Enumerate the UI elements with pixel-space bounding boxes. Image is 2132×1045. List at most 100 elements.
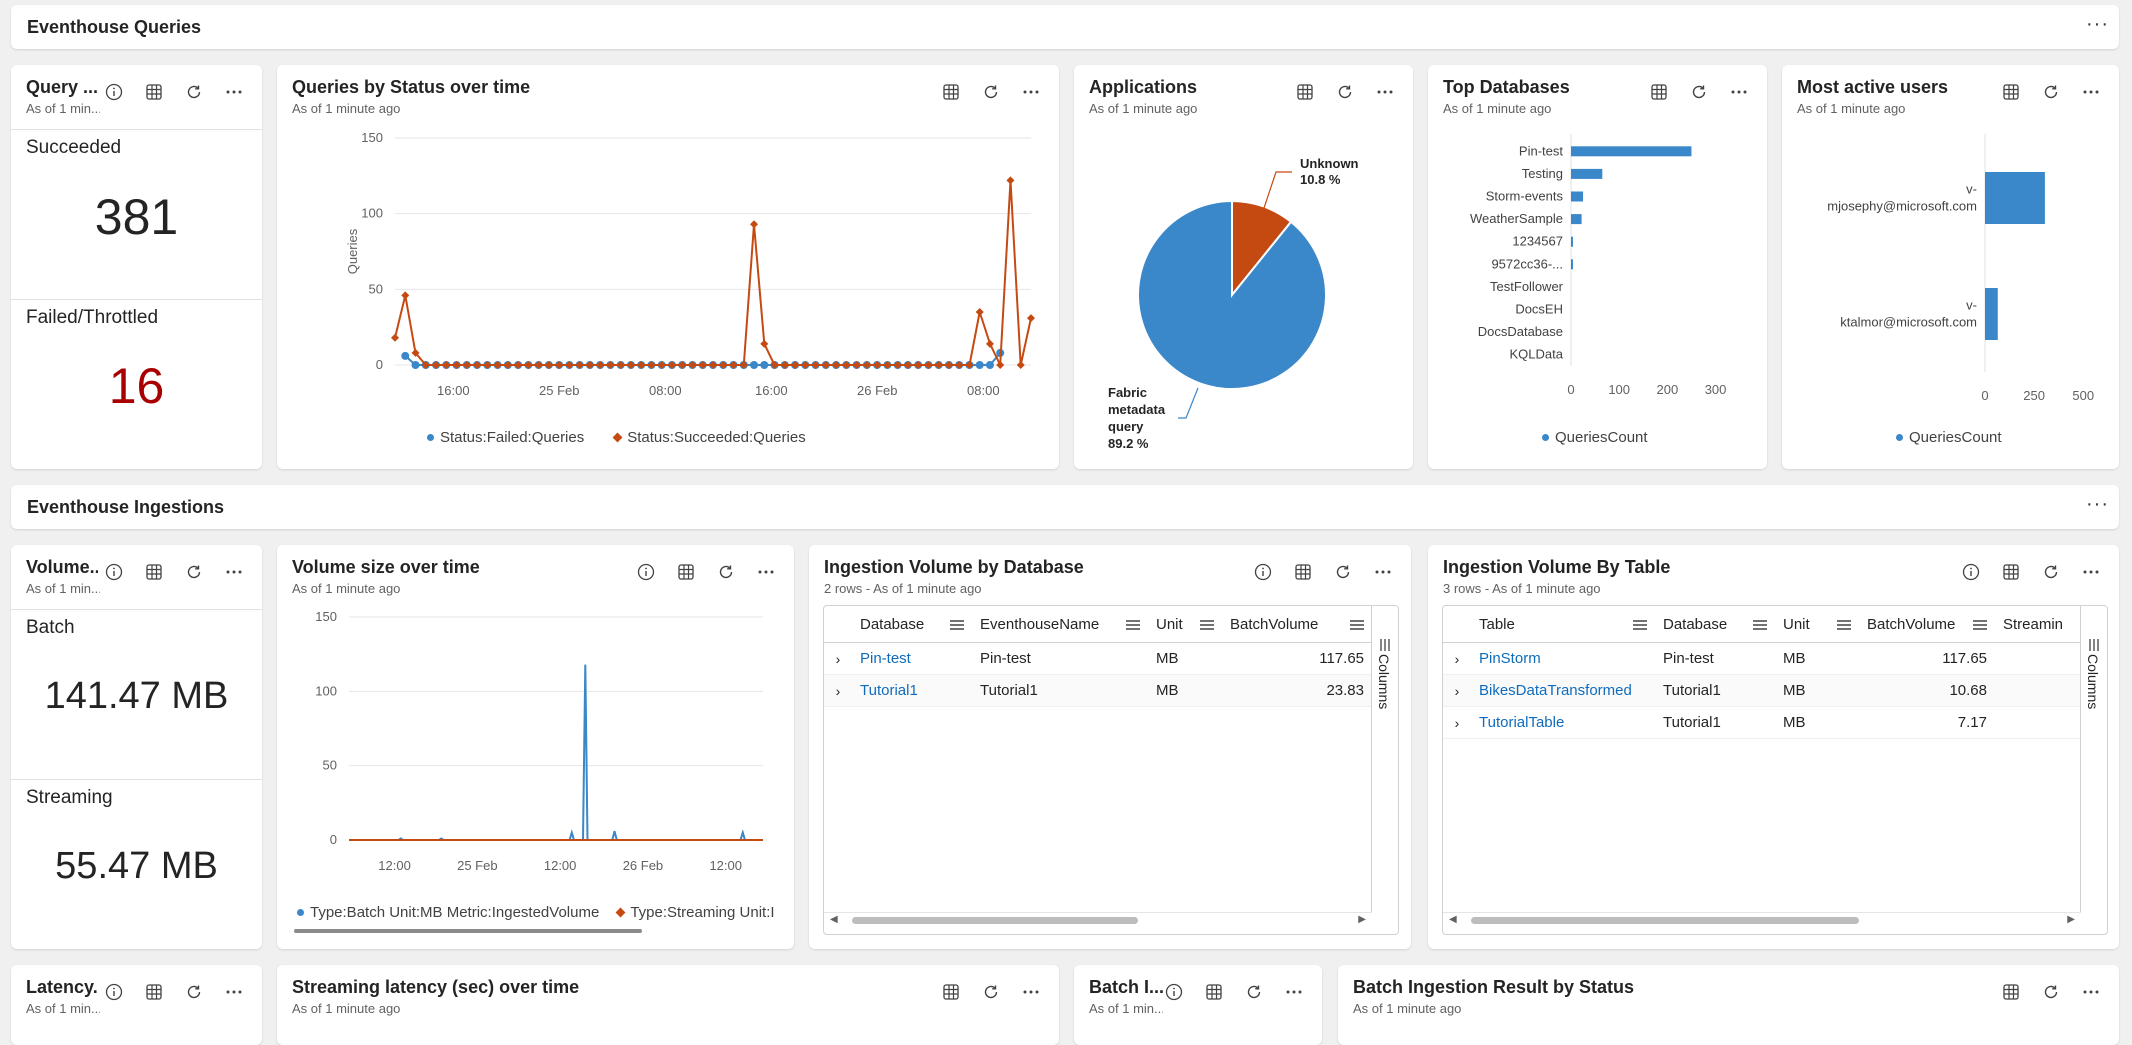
table-cell-link[interactable]: BikesDataTransformed	[1471, 674, 1655, 707]
refresh-icon[interactable]	[2031, 979, 2071, 1005]
scroll-right-icon[interactable]: ▶	[1358, 914, 1366, 925]
column-menu-icon[interactable]	[1633, 617, 1647, 634]
table-cell-link[interactable]: Pin-test	[852, 642, 972, 675]
column-header-database[interactable]: Database	[852, 606, 972, 643]
column-header-unit[interactable]: Unit	[1148, 606, 1222, 643]
column-menu-icon[interactable]	[1200, 617, 1214, 634]
column-menu-icon[interactable]	[1753, 617, 1767, 634]
table-view-icon[interactable]	[931, 979, 971, 1005]
refresh-icon[interactable]	[174, 559, 214, 585]
expand-row-icon[interactable]: ›	[1443, 674, 1471, 707]
legend-item-succeeded[interactable]: Status:Succeeded:Queries	[612, 429, 806, 446]
horizontal-scrollbar[interactable]: ◀ ▶	[824, 912, 1372, 927]
info-icon[interactable]	[94, 559, 134, 585]
refresh-icon[interactable]	[2031, 79, 2071, 105]
column-menu-icon[interactable]	[950, 617, 964, 634]
refresh-icon[interactable]	[1323, 559, 1363, 585]
table-row[interactable]: › BikesDataTransformed Tutorial1 MB 10.6…	[1443, 674, 2081, 707]
scroll-left-icon[interactable]: ◀	[1449, 914, 1457, 925]
table-view-icon[interactable]	[931, 79, 971, 105]
more-options-icon[interactable]	[214, 79, 254, 105]
column-header-eventhousename[interactable]: EventhouseName	[972, 606, 1148, 643]
table-view-icon[interactable]	[666, 559, 706, 585]
table-cell-link[interactable]: PinStorm	[1471, 642, 1655, 675]
table-row[interactable]: › TutorialTable Tutorial1 MB 7.17	[1443, 706, 2081, 739]
refresh-icon[interactable]	[971, 79, 1011, 105]
table-view-icon[interactable]	[1991, 979, 2031, 1005]
more-options-icon[interactable]	[1011, 79, 1051, 105]
more-options-icon[interactable]: ···	[2086, 13, 2109, 35]
table-row[interactable]: › Pin-test Pin-test MB 117.65	[824, 642, 1372, 675]
table-view-icon[interactable]	[1283, 559, 1323, 585]
column-header-unit[interactable]: Unit	[1775, 606, 1859, 643]
info-icon[interactable]	[626, 559, 666, 585]
column-header-batchvolume[interactable]: BatchVolume	[1222, 606, 1372, 643]
scroll-left-icon[interactable]: ◀	[830, 914, 838, 925]
table-view-icon[interactable]	[1285, 79, 1325, 105]
column-header-batchvolume[interactable]: BatchVolume	[1859, 606, 1995, 643]
info-icon[interactable]	[94, 79, 134, 105]
expand-row-icon[interactable]: ›	[824, 642, 852, 675]
expand-row-icon[interactable]: ›	[1443, 642, 1471, 675]
refresh-icon[interactable]	[1679, 79, 1719, 105]
more-options-icon[interactable]	[2071, 79, 2111, 105]
refresh-icon[interactable]	[706, 559, 746, 585]
expand-row-icon[interactable]: ›	[1443, 706, 1471, 739]
refresh-icon[interactable]	[174, 979, 214, 1005]
table-view-icon[interactable]	[134, 79, 174, 105]
info-icon[interactable]	[1951, 559, 1991, 585]
legend-scrollbar[interactable]	[294, 929, 642, 933]
more-options-icon[interactable]	[2071, 559, 2111, 585]
table-view-icon[interactable]	[1194, 979, 1234, 1005]
x-tick-label: 300	[1705, 382, 1727, 397]
column-menu-icon[interactable]	[1837, 617, 1851, 634]
table-view-icon[interactable]	[1991, 559, 2031, 585]
more-options-icon[interactable]	[1365, 79, 1405, 105]
refresh-icon[interactable]	[2031, 559, 2071, 585]
table-view-icon[interactable]	[134, 979, 174, 1005]
table-row[interactable]: › PinStorm Pin-test MB 117.65	[1443, 642, 2081, 675]
refresh-icon[interactable]	[971, 979, 1011, 1005]
column-header-streaming[interactable]: Streamin	[1995, 606, 2081, 643]
scrollbar-thumb[interactable]	[1471, 917, 1859, 924]
legend-item-batch[interactable]: Type:Batch Unit:MB Metric:IngestedVolume	[297, 904, 599, 921]
columns-panel-toggle[interactable]: Columns	[1371, 606, 1398, 912]
column-menu-icon[interactable]	[1126, 617, 1140, 634]
table-row[interactable]: › Tutorial1 Tutorial1 MB 23.83	[824, 674, 1372, 707]
scrollbar-thumb[interactable]	[852, 917, 1138, 924]
legend-item[interactable]: QueriesCount	[1896, 429, 2002, 446]
column-header-database[interactable]: Database	[1655, 606, 1775, 643]
info-icon[interactable]	[1243, 559, 1283, 585]
more-options-icon[interactable]	[214, 559, 254, 585]
more-options-icon[interactable]	[1363, 559, 1403, 585]
horizontal-scrollbar[interactable]: ◀ ▶	[1443, 912, 2081, 927]
legend-item-failed[interactable]: Status:Failed:Queries	[427, 429, 584, 446]
data-point	[534, 361, 543, 369]
legend-item[interactable]: QueriesCount	[1542, 429, 1648, 446]
more-options-icon[interactable]	[1011, 979, 1051, 1005]
table-view-icon[interactable]	[134, 559, 174, 585]
more-options-icon[interactable]	[2071, 979, 2111, 1005]
more-options-icon[interactable]	[746, 559, 786, 585]
table-view-icon[interactable]	[1991, 79, 2031, 105]
refresh-icon[interactable]	[174, 79, 214, 105]
more-options-icon[interactable]	[1274, 979, 1314, 1005]
table-view-icon[interactable]	[1639, 79, 1679, 105]
column-menu-icon[interactable]	[1350, 617, 1364, 634]
info-icon[interactable]	[1154, 979, 1194, 1005]
table-cell-link[interactable]: TutorialTable	[1471, 706, 1655, 739]
columns-panel-toggle[interactable]: Columns	[2080, 606, 2107, 912]
refresh-icon[interactable]	[1325, 79, 1365, 105]
column-menu-icon[interactable]	[1973, 617, 1987, 634]
more-options-icon[interactable]: ···	[2086, 493, 2109, 515]
expand-row-icon[interactable]: ›	[824, 674, 852, 707]
info-icon[interactable]	[94, 979, 134, 1005]
column-header-table[interactable]: Table	[1471, 606, 1655, 643]
refresh-icon[interactable]	[1234, 979, 1274, 1005]
more-options-icon[interactable]	[1719, 79, 1759, 105]
data-point	[637, 361, 646, 369]
more-options-icon[interactable]	[214, 979, 254, 1005]
legend-item-streaming[interactable]: Type:Streaming Unit:I	[615, 904, 775, 921]
scroll-right-icon[interactable]: ▶	[2067, 914, 2075, 925]
table-cell-link[interactable]: Tutorial1	[852, 674, 972, 707]
